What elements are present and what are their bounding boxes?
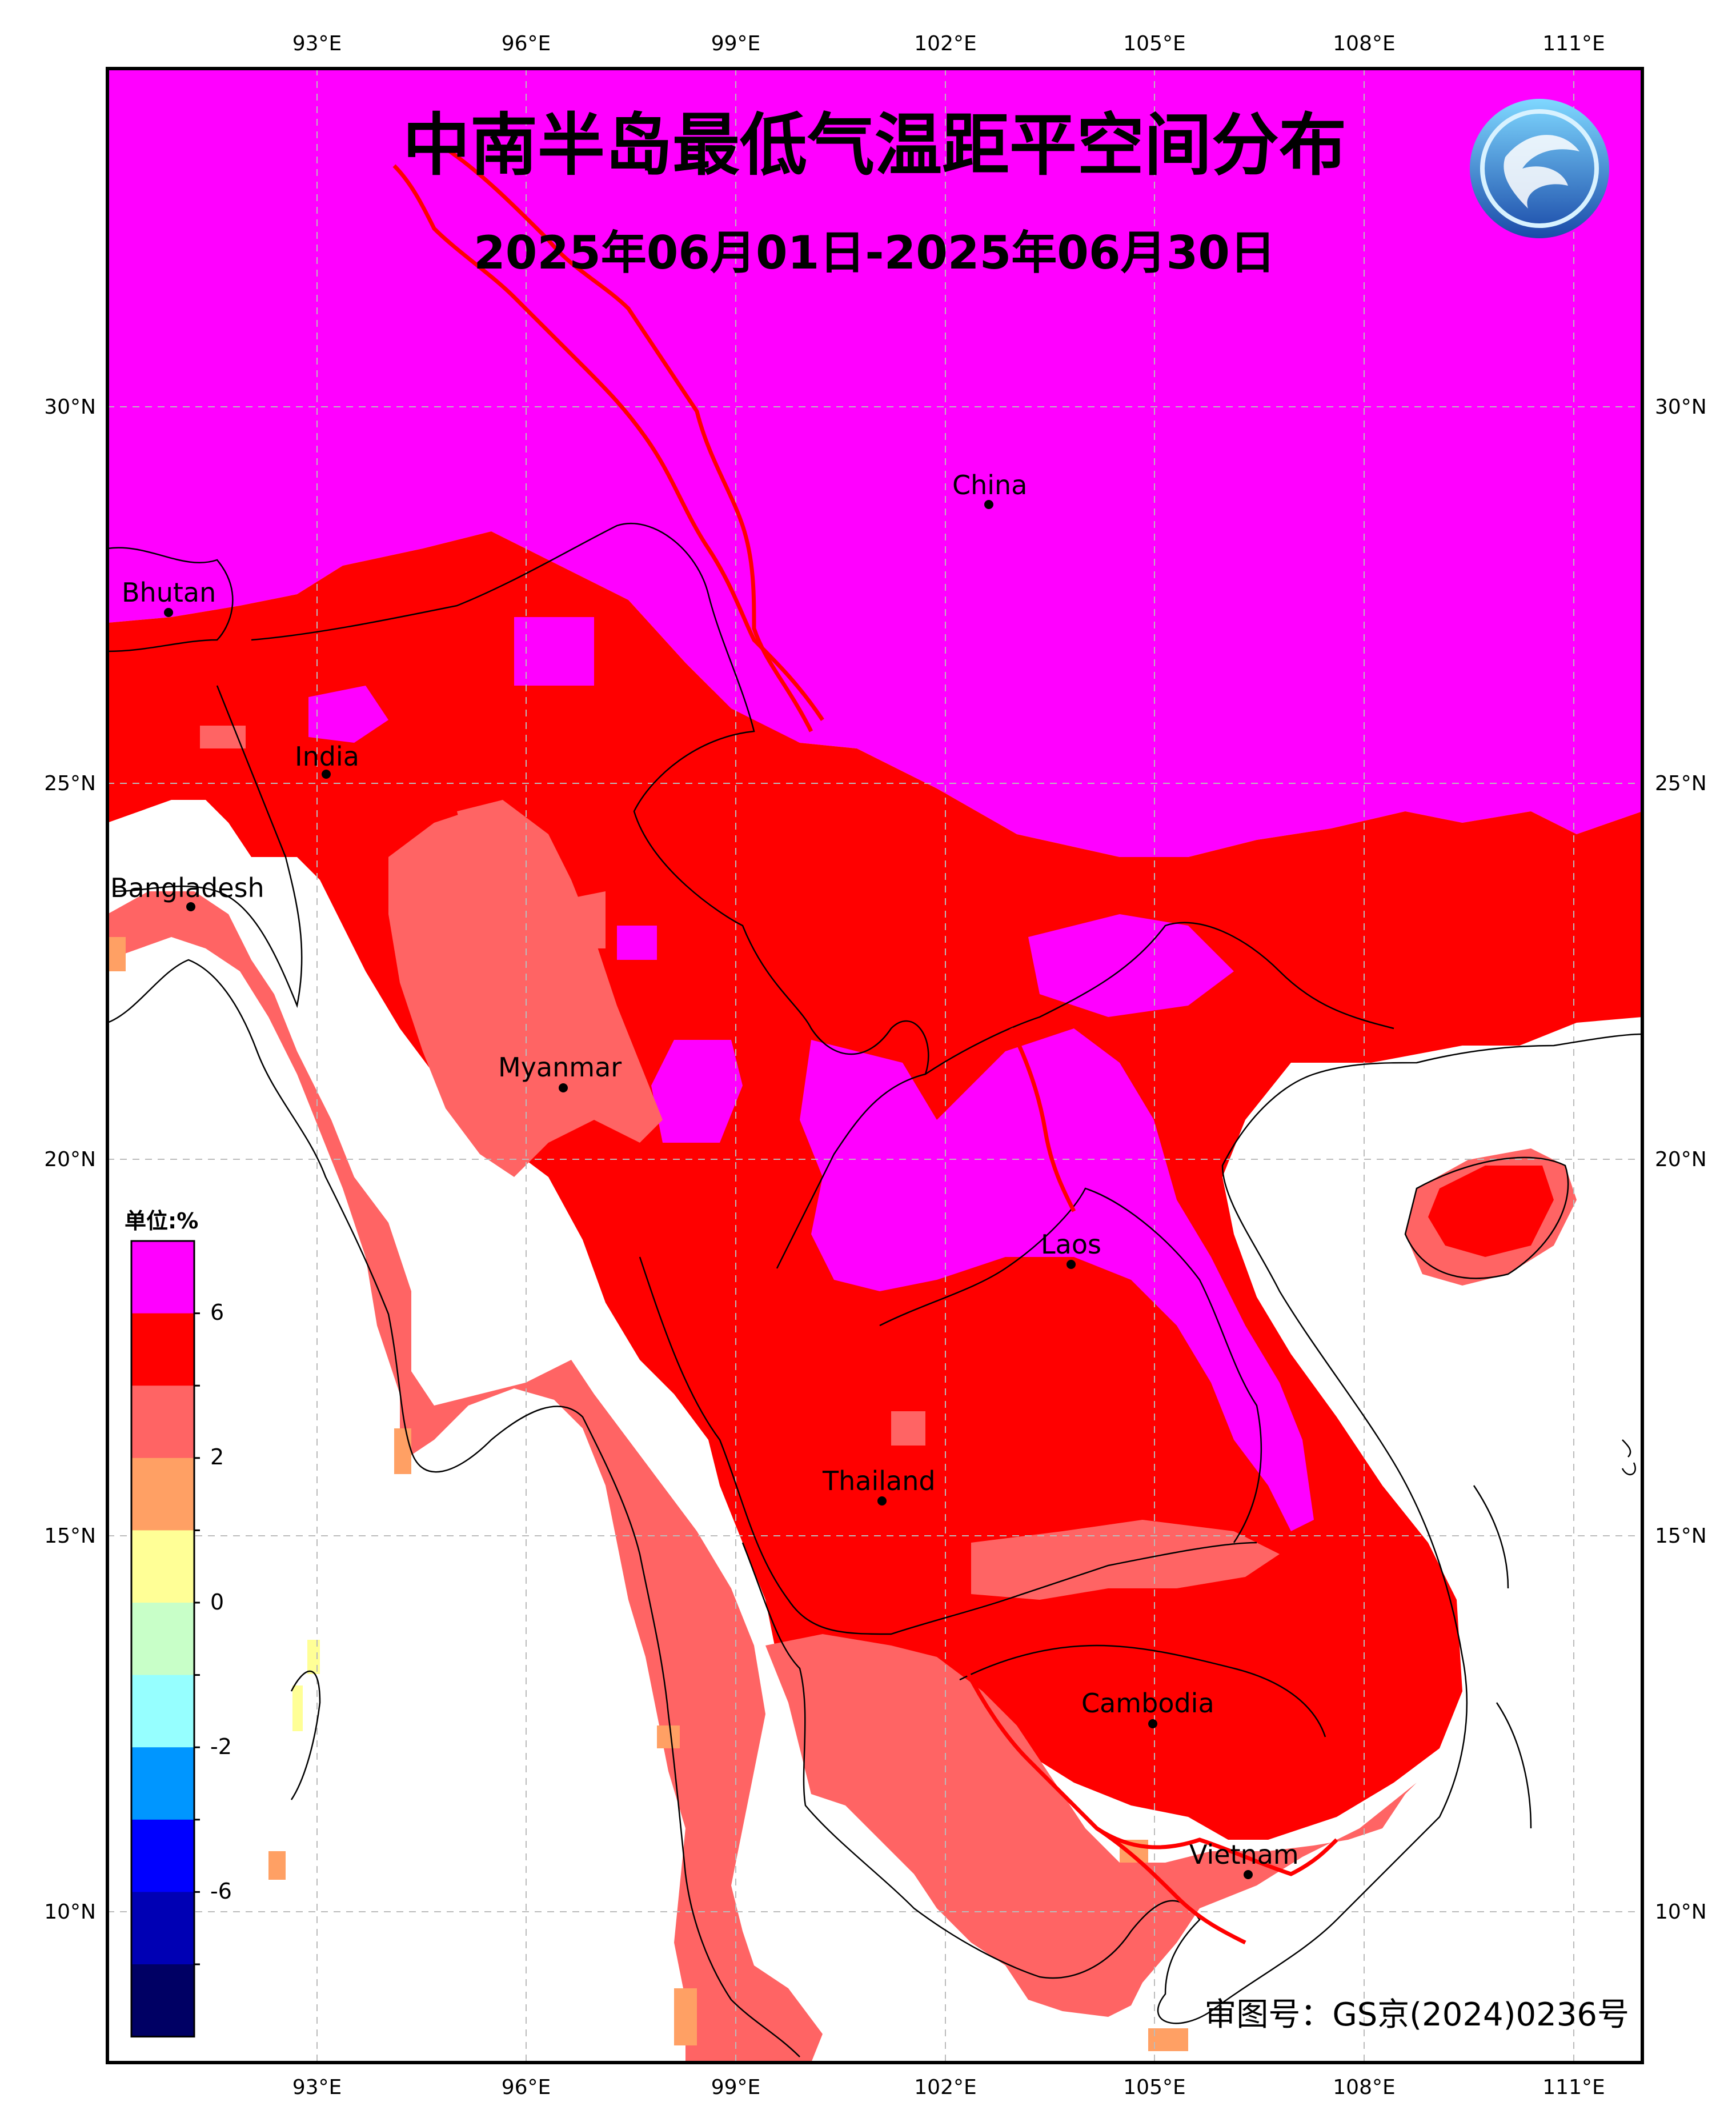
lon-label-top: 96°E [502, 32, 551, 55]
lat-label-left: 20°N [44, 1148, 96, 1171]
legend-swatch [131, 1964, 194, 2037]
lon-label-top: 105°E [1123, 32, 1185, 55]
place-label-myanmar: Myanmar [498, 1052, 622, 1083]
place-label-laos: Laos [1041, 1229, 1101, 1260]
map-subtitle: 2025年06月01日-2025年06月30日 [474, 226, 1276, 279]
legend-swatch [131, 1603, 194, 1676]
legend-swatches [130, 1240, 195, 2038]
place-label-vietnam: Vietnam [1189, 1839, 1299, 1870]
legend-frame [130, 1240, 195, 2038]
legend-label-0: 0 [210, 1589, 224, 1615]
cma-logo-icon [1470, 99, 1609, 238]
lon-labels-bottom: 93°E 96°E 99°E 102°E 105°E 108°E 111°E [292, 2076, 1605, 2099]
lon-labels-top: 93°E 96°E 99°E 102°E 105°E 108°E 111°E [292, 32, 1605, 55]
country-borders [107, 522, 1394, 1737]
legend-label-2: 2 [210, 1444, 224, 1470]
lon-label-top: 111°E [1542, 32, 1605, 55]
lat-label-right: 20°N [1655, 1148, 1707, 1171]
lat-labels-left: 30°N 25°N 20°N 15°N 10°N [44, 395, 96, 1924]
colorbar-legend: 单位:% 6 2 0 -2 -6 [125, 1208, 232, 2038]
legend-swatch [131, 1819, 194, 1892]
legend-swatch [131, 1892, 194, 1965]
legend-swatch [131, 1386, 194, 1459]
anomaly-field-magenta-interior [308, 617, 1314, 1531]
legend-swatch [131, 1747, 194, 1820]
lat-label-left: 30°N [44, 395, 96, 419]
lon-label-bottom: 96°E [502, 2076, 551, 2099]
lat-label-left: 25°N [44, 772, 96, 795]
lat-label-right: 15°N [1655, 1524, 1707, 1548]
lon-label-top: 108°E [1333, 32, 1395, 55]
place-label-thailand: Thailand [822, 1466, 936, 1496]
legend-unit-label: 单位:% [125, 1208, 198, 1234]
lat-label-right: 10°N [1655, 1900, 1707, 1924]
legend-label-neg2: -2 [210, 1734, 232, 1759]
legend-ticks [194, 1312, 200, 1965]
lon-label-top: 102°E [914, 32, 976, 55]
map-frame [106, 67, 1644, 2064]
lon-label-bottom: 111°E [1542, 2076, 1605, 2099]
lat-label-right: 25°N [1655, 772, 1707, 795]
legend-swatch [131, 1675, 194, 1748]
legend-label-6: 6 [210, 1300, 224, 1325]
legend-swatch [131, 1241, 194, 1314]
lon-label-top: 93°E [292, 32, 342, 55]
city-markers [164, 500, 1253, 1879]
map-title: 中南半岛最低气温距平空间分布 [403, 106, 1346, 185]
red-boundary-lines [392, 147, 1338, 1945]
map-approval-number: 审图号：GS京(2024)0236号 [1204, 1996, 1629, 2033]
map-frame-area: China Bhutan India Bangladesh Myanmar La… [107, 69, 1642, 2063]
lat-labels-right: 30°N 25°N 20°N 15°N 10°N [1655, 395, 1707, 1924]
coastline [107, 959, 1642, 2057]
place-label-bhutan: Bhutan [122, 577, 216, 608]
legend-swatch [131, 1458, 194, 1531]
lon-label-bottom: 99°E [711, 2076, 761, 2099]
legend-label-neg6: -6 [210, 1879, 232, 1904]
legend-swatch [131, 1313, 194, 1386]
hainan-island [1405, 1148, 1577, 1286]
lon-label-bottom: 102°E [914, 2076, 976, 2099]
place-label-bangladesh: Bangladesh [110, 872, 264, 903]
lon-label-bottom: 105°E [1123, 2076, 1185, 2099]
place-label-india: India [295, 741, 359, 772]
place-label-cambodia: Cambodia [1081, 1688, 1214, 1719]
lon-label-bottom: 93°E [292, 2076, 342, 2099]
place-labels: China Bhutan India Bangladesh Myanmar La… [110, 470, 1299, 1870]
lon-label-top: 99°E [711, 32, 761, 55]
legend-swatch [131, 1530, 194, 1603]
lat-label-left: 15°N [44, 1524, 96, 1548]
lat-label-left: 10°N [44, 1900, 96, 1924]
graticule [107, 69, 1642, 2063]
place-label-china: China [952, 470, 1027, 501]
lon-label-bottom: 108°E [1333, 2076, 1395, 2099]
lat-label-right: 30°N [1655, 395, 1707, 419]
